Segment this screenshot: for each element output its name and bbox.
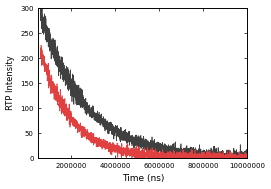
Y-axis label: RTP Intensity: RTP Intensity xyxy=(6,56,15,110)
X-axis label: Time (ns): Time (ns) xyxy=(122,174,164,184)
